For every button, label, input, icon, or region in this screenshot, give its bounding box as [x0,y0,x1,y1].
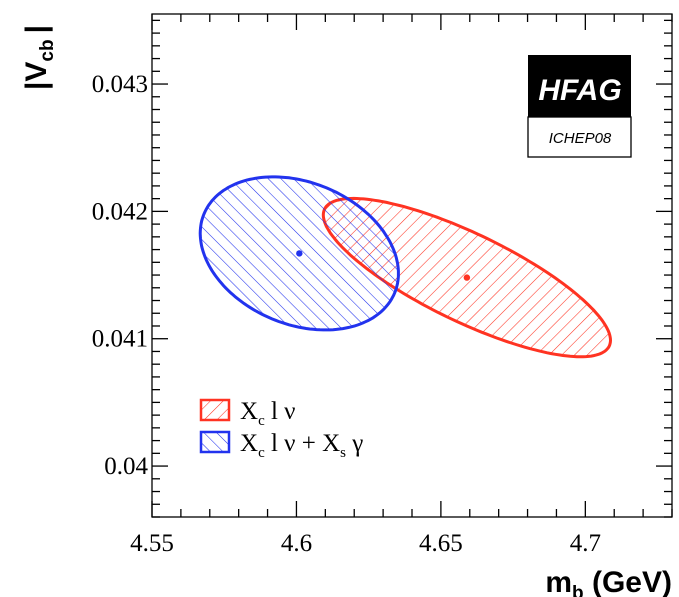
legend-label-1: Xc l ν + Xs γ [240,430,363,461]
central-value-0 [463,274,471,281]
contour-layer [198,175,613,359]
y-tick-label: 0.042 [92,198,148,225]
x-tick-label: 4.6 [281,530,312,557]
y-axis-title: |Vcb| [20,25,58,90]
logo-title-box [528,55,631,117]
x-tick-label: 4.65 [419,530,463,557]
y-tick-label: 0.041 [92,326,148,353]
logo-subtitle-box [527,116,632,158]
legend-swatch-1 [199,430,231,454]
logo-subtitle: ICHEP08 [549,130,612,147]
axis-titles: mb (GeV) |Vcb| [20,25,672,597]
x-axis-title: mb (GeV) [545,566,672,597]
legend-label-0: Xc l ν [240,398,295,429]
axis-ticks: 4.55 4.6 4.65 4.7 0.04 0.041 0.042 0.043 [92,14,673,557]
x-tick-label: 4.55 [130,530,174,557]
y-tick-label: 0.04 [104,453,148,480]
logo-title: HFAG [538,74,621,107]
legend: Xc l νXc l ν + Xs γ [199,398,363,461]
legend-swatch-0 [199,398,231,422]
hfag-logo: HFAG ICHEP08 [527,55,632,158]
y-tick-label: 0.043 [92,71,148,98]
central-value-1 [296,250,303,257]
x-tick-label: 4.7 [570,530,601,557]
